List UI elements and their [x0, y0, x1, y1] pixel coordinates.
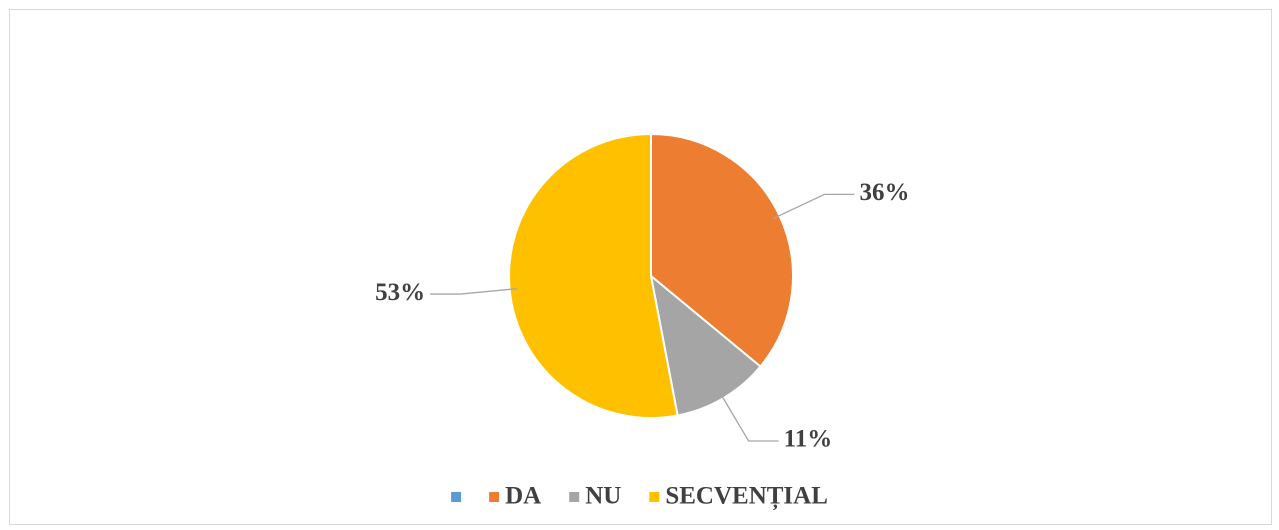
leader-line	[430, 288, 517, 295]
data-label: 36%	[859, 179, 909, 206]
legend-swatch	[569, 492, 580, 502]
legend-label: DA	[505, 483, 541, 510]
leader-line	[772, 193, 855, 220]
legend-swatch	[451, 492, 462, 502]
data-label: 53%	[375, 279, 425, 306]
legend-label: SECVENȚIAL	[665, 483, 828, 511]
leader-line	[719, 391, 779, 442]
legend-swatch	[489, 492, 500, 502]
data-label: 11%	[784, 426, 833, 453]
legend-swatch	[649, 492, 660, 502]
legend-label: NU	[585, 483, 621, 510]
